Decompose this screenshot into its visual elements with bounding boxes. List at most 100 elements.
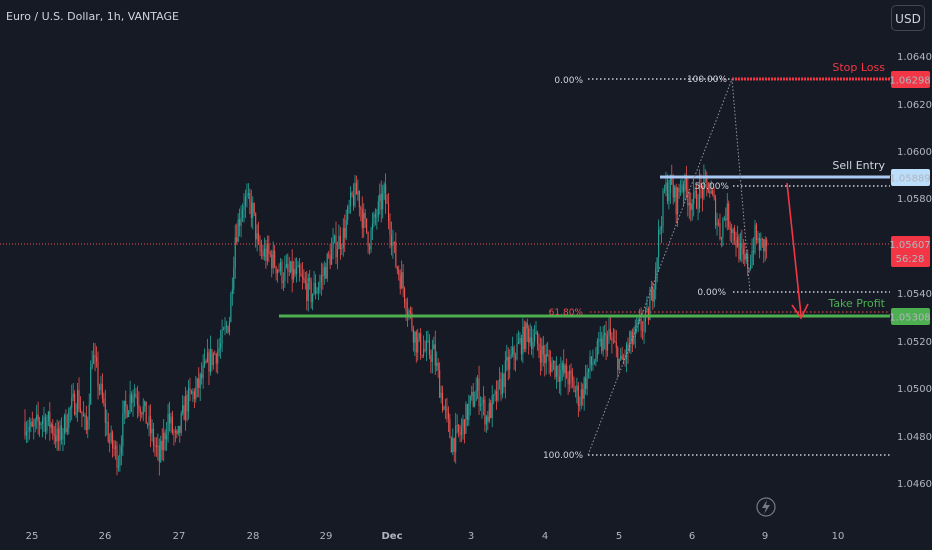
candle-body bbox=[455, 425, 457, 452]
candle-body bbox=[398, 269, 400, 276]
candle-body bbox=[611, 337, 613, 341]
candle-body bbox=[294, 268, 296, 275]
candle-body bbox=[199, 374, 201, 388]
candle-body bbox=[157, 445, 159, 447]
candle-body bbox=[268, 243, 270, 254]
candle-body bbox=[466, 404, 468, 420]
candle-body bbox=[583, 377, 585, 399]
candle-body bbox=[287, 264, 289, 271]
candle-body bbox=[135, 393, 137, 398]
candle-body bbox=[201, 374, 203, 379]
candle-body bbox=[602, 335, 604, 352]
candle-body bbox=[85, 415, 87, 431]
candle-body bbox=[408, 310, 410, 315]
candle-body bbox=[252, 202, 254, 219]
candle-body bbox=[444, 406, 447, 408]
x-tick: 9 bbox=[762, 531, 768, 542]
candle-body bbox=[342, 227, 344, 248]
candle-body bbox=[78, 389, 80, 409]
candle-body bbox=[525, 322, 527, 350]
candle-body bbox=[151, 428, 153, 434]
take-profit-label: Take Profit bbox=[827, 297, 885, 310]
candle-body bbox=[571, 374, 574, 381]
time-axis[interactable]: 25 26 27 28 29 Dec 3 4 5 6 9 10 bbox=[26, 531, 845, 542]
candle-body bbox=[586, 372, 588, 389]
sell-entry-price-badge: 1.05889 bbox=[889, 169, 931, 186]
candle-body bbox=[468, 403, 470, 420]
candle-body bbox=[339, 235, 341, 250]
price-axis[interactable]: 1.06400 1.06200 1.06000 1.05800 1.05400 … bbox=[897, 52, 932, 490]
candle-body bbox=[25, 431, 28, 436]
y-tick: 1.04600 bbox=[897, 479, 932, 490]
candle-body bbox=[269, 253, 271, 255]
drawings-group: 0.00% 100.00% 50.00% 0.00% 61.80% 100.00… bbox=[0, 61, 890, 461]
candle-body bbox=[24, 422, 26, 436]
candle-body bbox=[206, 352, 209, 363]
candle-body bbox=[490, 403, 492, 418]
fib-label-top-left: 0.00% bbox=[554, 76, 583, 86]
candle-body bbox=[373, 214, 375, 224]
candle-body bbox=[533, 334, 536, 342]
candle-body bbox=[526, 322, 528, 329]
candle-body bbox=[412, 328, 414, 343]
candle-body bbox=[310, 280, 312, 303]
x-tick: 29 bbox=[320, 531, 333, 542]
candle-body bbox=[100, 383, 102, 390]
candle-body bbox=[517, 341, 520, 344]
candle-body bbox=[154, 445, 156, 447]
candle-body bbox=[122, 413, 124, 447]
candle-body bbox=[548, 355, 550, 361]
candle-body bbox=[352, 195, 355, 206]
candle-body bbox=[488, 403, 490, 422]
candle-body bbox=[59, 425, 61, 441]
candle-body bbox=[675, 186, 677, 215]
candle-body bbox=[656, 257, 658, 269]
candle-body bbox=[319, 282, 321, 288]
candle-body bbox=[477, 378, 479, 391]
candle-body bbox=[350, 192, 352, 207]
candle-body bbox=[754, 224, 756, 253]
candle-body bbox=[507, 357, 509, 370]
candle-body bbox=[103, 398, 105, 404]
currency-button[interactable]: USD bbox=[891, 5, 925, 31]
candle-body bbox=[442, 392, 444, 410]
candle-body bbox=[577, 385, 579, 406]
candle-body bbox=[296, 267, 298, 275]
candle-body bbox=[738, 236, 740, 260]
candle-body bbox=[41, 419, 44, 424]
candle-body bbox=[590, 356, 593, 365]
candle-body bbox=[621, 355, 623, 360]
candle-body bbox=[497, 380, 499, 401]
candle-body bbox=[164, 432, 166, 440]
candle-body bbox=[649, 299, 651, 320]
candle-body bbox=[72, 393, 74, 398]
candle-body bbox=[223, 329, 225, 330]
candle-body bbox=[348, 206, 350, 207]
candle-body bbox=[685, 174, 687, 190]
candle-body bbox=[453, 438, 455, 452]
candle-body bbox=[750, 265, 752, 269]
candle-body bbox=[662, 190, 664, 227]
fib-label-bottom-left: 100.00% bbox=[543, 451, 583, 461]
candle-body bbox=[496, 391, 498, 401]
lightning-icon[interactable] bbox=[756, 497, 776, 517]
candle-body bbox=[246, 194, 248, 197]
candle-body bbox=[661, 226, 663, 229]
candle-body bbox=[370, 230, 372, 250]
candle-body bbox=[428, 340, 430, 356]
candle-body bbox=[236, 237, 238, 242]
candle-body bbox=[717, 222, 720, 224]
candle-body bbox=[589, 356, 591, 369]
candle-body bbox=[570, 370, 572, 375]
x-tick: 6 bbox=[689, 531, 695, 542]
candle-body bbox=[460, 427, 463, 435]
candle-body bbox=[728, 203, 730, 227]
candle-body bbox=[180, 413, 182, 433]
candle-body bbox=[650, 287, 652, 300]
candle-body bbox=[309, 277, 311, 281]
candle-body bbox=[420, 333, 422, 356]
fib-label-mid: 50.00% bbox=[695, 182, 730, 192]
candle-body bbox=[53, 433, 55, 436]
